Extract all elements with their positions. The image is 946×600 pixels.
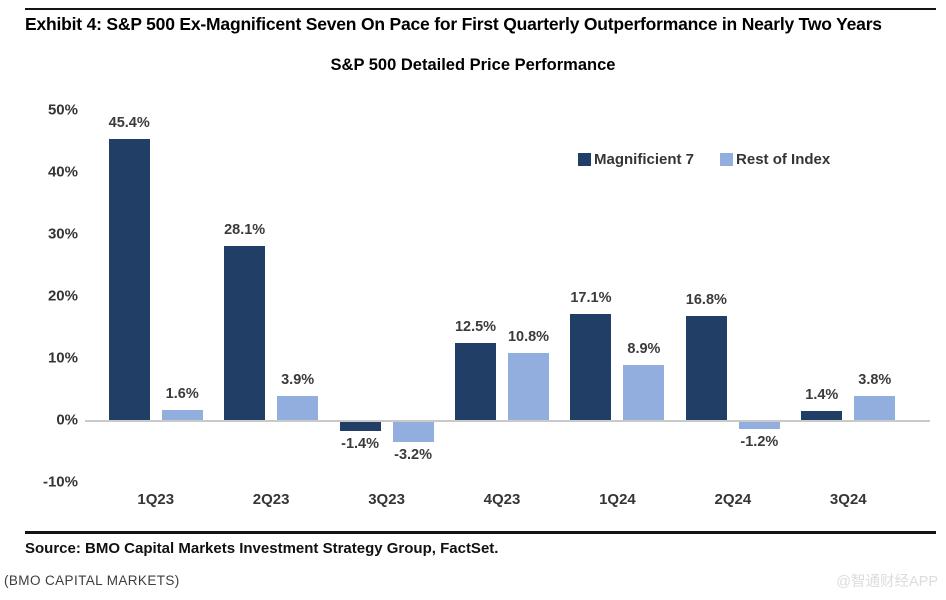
- bar-rest-of-index-3q24: [854, 396, 896, 420]
- x-axis-tick-label: 2Q24: [714, 491, 752, 508]
- bar-value-label: 3.8%: [858, 372, 892, 389]
- legend-swatch-icon: [720, 153, 734, 166]
- bar-rest-of-index-3q23: [392, 422, 434, 442]
- x-axis-tick-label: 1Q23: [137, 491, 175, 508]
- y-axis-tick-label: 20%: [47, 287, 78, 305]
- y-axis-tick-label: 50%: [47, 101, 78, 119]
- bar-magnificient-7-1q24: [570, 313, 612, 420]
- bar-rest-of-index-1q23: [161, 410, 203, 420]
- legend-item-magnificient-7: Magnificient 7: [578, 151, 694, 168]
- bar-magnificient-7-3q24: [801, 411, 843, 420]
- y-axis-tick-label: 30%: [47, 225, 78, 243]
- bar-rest-of-index-2q24: [738, 422, 780, 430]
- y-axis-tick-label: 10%: [47, 349, 78, 367]
- bar-value-label: -1.2%: [740, 434, 779, 451]
- bar-value-label: 12.5%: [454, 318, 497, 335]
- chart-title: S&P 500 Detailed Price Performance: [330, 56, 616, 74]
- top-rule: [25, 8, 936, 10]
- bar-value-label: 28.1%: [224, 221, 266, 238]
- watermark: @智通财经APP: [836, 574, 938, 590]
- bottom-rule: [25, 531, 936, 534]
- y-axis-tick-label: 0%: [56, 411, 78, 429]
- bar-value-label: 16.8%: [685, 291, 727, 308]
- bar-magnificient-7-2q24: [685, 315, 727, 420]
- bar-value-label: 8.9%: [627, 340, 661, 357]
- bar-rest-of-index-1q24: [623, 364, 665, 420]
- bar-magnificient-7-3q23: [339, 422, 381, 431]
- y-axis-tick-label: -10%: [42, 473, 78, 491]
- footer-attribution: (BMO CAPITAL MARKETS): [4, 573, 180, 588]
- y-axis-tick-label: 40%: [47, 163, 78, 181]
- x-axis-tick-label: 3Q24: [829, 491, 867, 508]
- exhibit-title: Exhibit 4: S&P 500 Ex-Magnificent Seven …: [25, 14, 882, 34]
- bar-value-label: 17.1%: [570, 289, 612, 306]
- legend-item-rest-of-index: Rest of Index: [720, 151, 830, 168]
- x-axis-tick-label: 1Q24: [599, 491, 636, 508]
- legend-label: Rest of Index: [736, 151, 831, 168]
- legend: Magnificient 7 Rest of Index: [578, 151, 830, 168]
- bar-value-label: 10.8%: [507, 329, 550, 346]
- bar-magnificient-7-4q23: [455, 342, 496, 420]
- bar-value-label: 3.9%: [281, 371, 315, 388]
- bar-magnificient-7-1q23: [108, 138, 150, 420]
- x-axis-tick-label: 3Q23: [368, 491, 405, 508]
- bar-rest-of-index-4q23: [508, 353, 549, 420]
- x-axis-tick-label: 4Q23: [483, 491, 521, 508]
- bar-value-label: -3.2%: [394, 446, 433, 463]
- source-line: Source: BMO Capital Markets Investment S…: [25, 540, 499, 557]
- bar-value-label: -1.4%: [341, 435, 380, 452]
- x-axis-tick-label: 2Q23: [252, 491, 290, 508]
- bar-magnificient-7-2q23: [224, 245, 266, 420]
- zero-baseline: [85, 420, 930, 422]
- bar-value-label: 1.4%: [805, 387, 839, 404]
- legend-label: Magnificient 7: [594, 151, 695, 168]
- legend-swatch-icon: [578, 153, 591, 166]
- bar-value-label: 1.6%: [165, 386, 199, 403]
- bar-value-label: 45.4%: [108, 114, 150, 131]
- bar-rest-of-index-2q23: [277, 395, 319, 420]
